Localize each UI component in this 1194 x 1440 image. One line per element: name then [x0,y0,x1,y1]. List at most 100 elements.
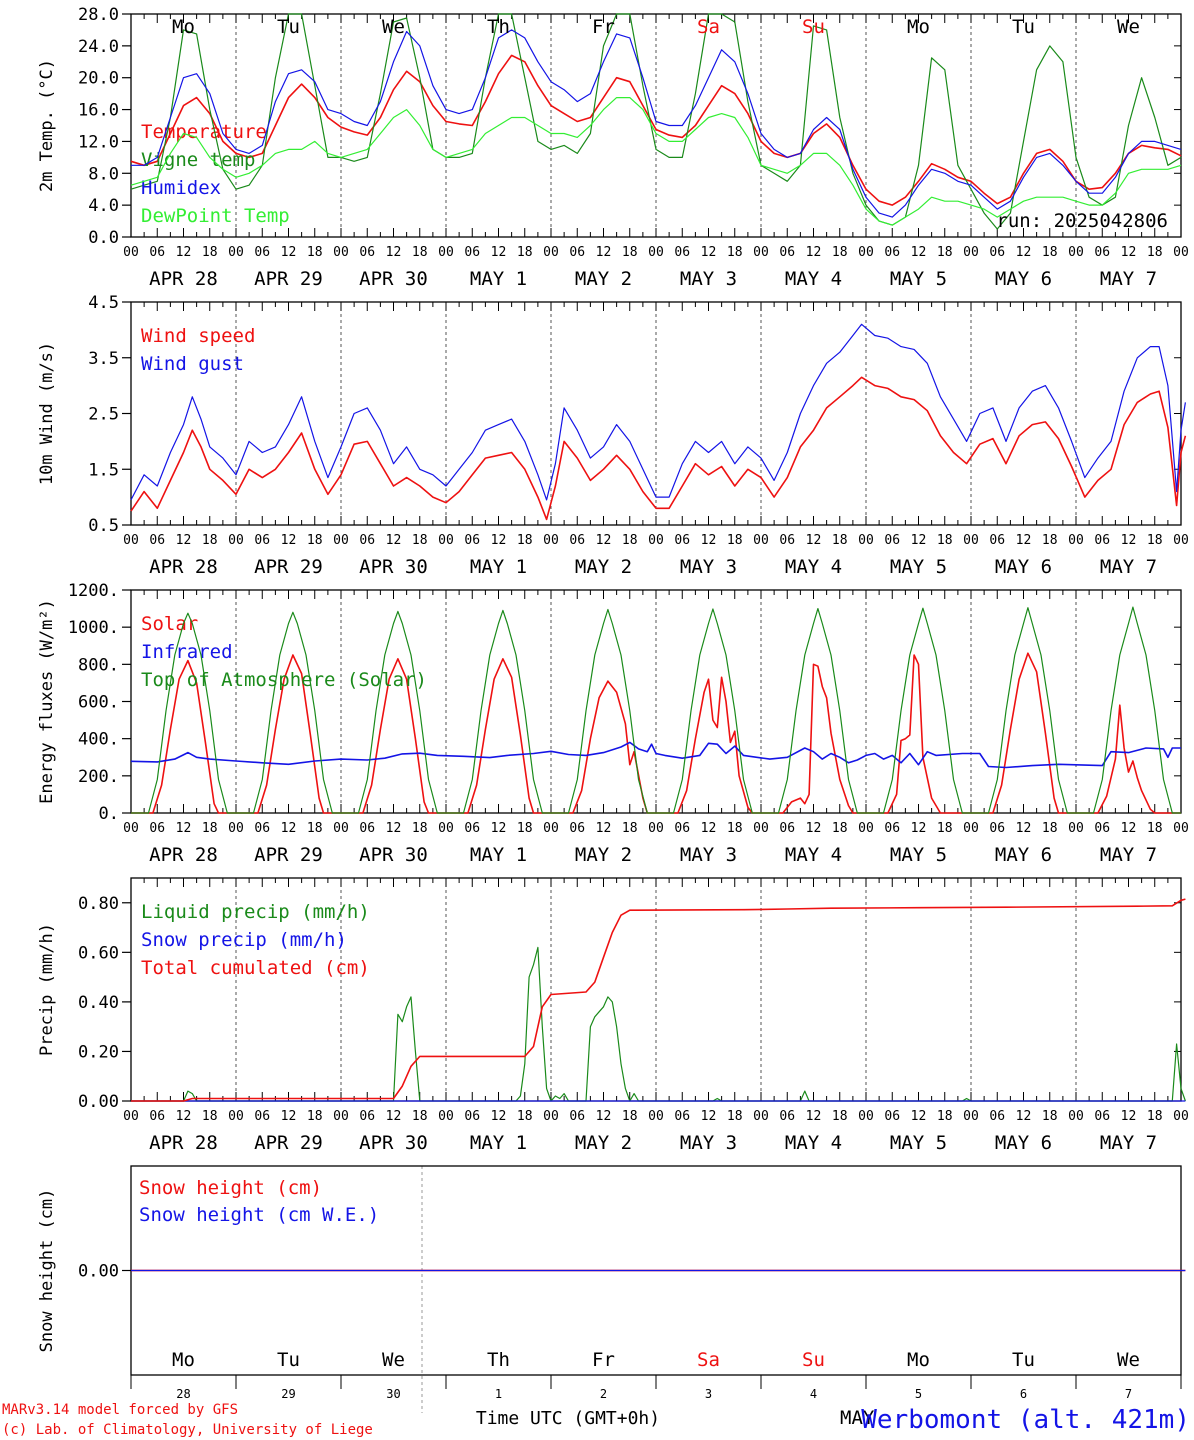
date-label: MAY 3 [680,1132,737,1154]
hour-tick-label: 00 [753,821,769,836]
hour-tick-label: 06 [254,245,270,260]
hour-tick-label: 12 [806,1109,822,1124]
hour-tick-label: 06 [254,1109,270,1124]
hour-tick-label: 12 [596,245,612,260]
legend-label: Humidex [141,177,221,199]
hour-tick-label: 00 [753,245,769,260]
hour-tick-label: 06 [989,1109,1005,1124]
hour-tick-label: 06 [884,533,900,548]
month-label: MAY [840,1407,875,1429]
hour-tick-label: 12 [281,533,297,548]
hour-tick-label: 18 [832,1109,848,1124]
series-line-wind-0 [130,376,1187,521]
panel-precip: 0.00 0.20 0.40 0.60 0.80 Precip (mm/h) Liquid … [37,877,1189,1154]
hour-tick-label: 18 [307,533,323,548]
date-label: MAY 7 [1100,556,1157,578]
hour-tick-label: 18 [517,245,533,260]
hour-tick-label: 00 [1068,533,1084,548]
hour-tick-label: 12 [596,1109,612,1124]
weekday-label: We [382,16,405,38]
weekday-label: Mo [172,16,195,38]
hour-tick-label: 12 [911,821,927,836]
hour-tick-label: 12 [911,533,927,548]
hour-tick-label: 00 [1173,1109,1189,1124]
hour-tick-label: 06 [569,1109,585,1124]
weekday-label: Su [802,16,825,38]
hour-tick-label: 00 [648,533,664,548]
hour-tick-label: 06 [989,821,1005,836]
hour-tick-label: 06 [464,533,480,548]
hour-tick-label: 00 [123,1109,139,1124]
day-number-label: 4 [810,1387,817,1401]
hour-tick-label: 12 [806,821,822,836]
plot-frame [130,13,1182,238]
hour-tick-label: 06 [674,821,690,836]
hour-tick-label: 12 [701,245,717,260]
y-tick-label: 2.5 [88,405,119,425]
hour-tick-label: 06 [569,821,585,836]
series-line-precip-2 [131,898,1186,1102]
hour-tick-label: 18 [937,821,953,836]
hour-tick-label: 00 [543,245,559,260]
hour-tick-label: 00 [438,245,454,260]
hour-tick-label: 00 [1068,821,1084,836]
weekday-label: Tu [277,1349,300,1371]
hour-tick-label: 12 [1121,533,1137,548]
hour-tick-label: 12 [176,1109,192,1124]
hour-tick-label: 06 [149,821,165,836]
hour-tick-label: 18 [412,245,428,260]
hour-tick-label: 12 [281,245,297,260]
hour-tick-label: 00 [228,1109,244,1124]
y-tick-label: 4.0 [88,196,119,216]
weekday-label: Mo [172,1349,195,1371]
day-number-label: 30 [386,1387,400,1401]
hour-tick-label: 18 [1042,245,1058,260]
hour-tick-label: 00 [858,245,874,260]
hour-tick-label: 18 [1147,533,1163,548]
date-label: MAY 4 [785,1132,842,1154]
weekday-label: We [1117,1349,1140,1371]
hour-tick-label: 00 [543,1109,559,1124]
hour-tick-label: 06 [359,533,375,548]
hour-tick-label: 12 [1016,245,1032,260]
hour-tick-label: 00 [543,821,559,836]
hour-tick-label: 00 [1173,533,1189,548]
hour-tick-label: 00 [753,1109,769,1124]
date-label: MAY 3 [680,556,737,578]
hour-tick-label: 06 [359,821,375,836]
date-label: MAY 3 [680,268,737,290]
hour-tick-label: 06 [1094,245,1110,260]
day-number-label: 1 [495,1387,502,1401]
day-number-label: 3 [705,1387,712,1401]
hour-tick-label: 18 [937,1109,953,1124]
date-label: APR 28 [149,1132,218,1154]
legend-label: Wind gust [141,353,244,375]
date-label: MAY 5 [890,1132,947,1154]
legend-label: Solar [141,613,198,635]
hour-tick-label: 18 [1042,1109,1058,1124]
hour-tick-label: 12 [1121,821,1137,836]
y-axis-label: 2m Temp. (°C) [37,59,57,192]
panel-temp: 0.0 4.0 8.0 12.0 16.0 20.0 24.0 28.0 2m Temp. (°… [37,5,1189,290]
hour-tick-label: 00 [753,533,769,548]
hour-tick-label: 12 [491,245,507,260]
hour-tick-label: 06 [1094,1109,1110,1124]
hour-tick-label: 12 [386,245,402,260]
date-label: MAY 4 [785,556,842,578]
y-tick-label: 1000. [68,618,119,638]
date-label: APR 29 [254,844,323,866]
date-label: APR 30 [359,556,428,578]
y-tick-label: 0. [99,804,119,824]
y-tick-label: 16.0 [78,101,119,121]
date-label: APR 28 [149,844,218,866]
date-label: MAY 5 [890,556,947,578]
series-line-temp-0 [130,54,1182,206]
date-label: APR 29 [254,556,323,578]
weekday-label: Sa [697,16,720,38]
hour-tick-label: 12 [1121,245,1137,260]
hour-tick-label: 06 [989,245,1005,260]
weekday-label: Th [487,1349,510,1371]
y-tick-label: 0.80 [78,894,119,914]
plot-frame [130,301,1182,526]
hour-tick-label: 18 [202,533,218,548]
